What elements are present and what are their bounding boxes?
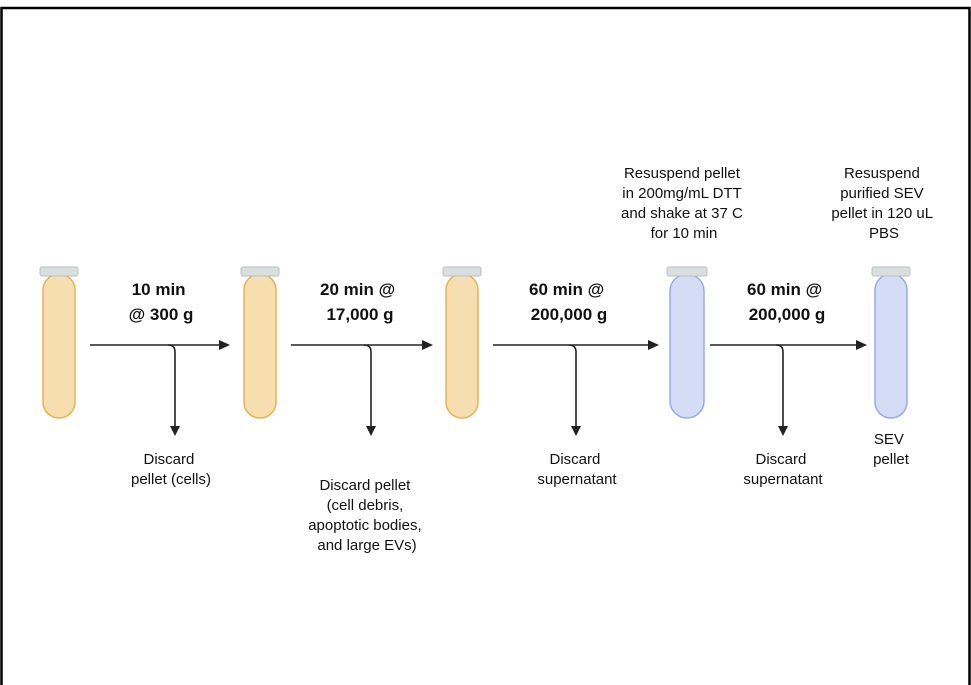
discard-arrow bbox=[568, 344, 577, 428]
step-4-discard-label: Discard supernatant bbox=[743, 451, 823, 488]
arrowhead bbox=[170, 426, 180, 436]
tube-cap bbox=[240, 266, 280, 277]
tube-cap bbox=[666, 266, 708, 277]
arrowhead bbox=[366, 426, 376, 436]
step-3-label: 60 min @ 200,000 g bbox=[529, 280, 609, 324]
tube-4 bbox=[666, 266, 708, 419]
test-tube-icon bbox=[42, 273, 76, 419]
arrowhead bbox=[219, 340, 230, 350]
discard-arrow bbox=[775, 344, 784, 428]
figure-frame bbox=[0, 6, 971, 685]
tube-cap bbox=[442, 266, 482, 277]
test-tube-icon bbox=[445, 273, 479, 419]
note-resuspend-dtt: Resuspend pellet in 200mg/mL DTT and sha… bbox=[621, 165, 747, 242]
test-tube-icon bbox=[874, 273, 908, 419]
step-1-label: 10 min @ 300 g bbox=[129, 280, 194, 324]
step-4-label: 60 min @ 200,000 g bbox=[747, 280, 827, 324]
arrowhead bbox=[422, 340, 433, 350]
arrowhead bbox=[856, 340, 867, 350]
tube-cap bbox=[871, 266, 911, 277]
step-3-arrows bbox=[493, 344, 655, 428]
discard-arrow bbox=[167, 344, 176, 428]
step-1-arrows bbox=[90, 344, 228, 428]
step-2-discard-label: Discard pellet (cell debris, apoptotic b… bbox=[308, 477, 426, 554]
note-resuspend-pbs: Resuspend purified SEV pellet in 120 uL … bbox=[831, 165, 936, 242]
test-tube-icon bbox=[669, 273, 705, 419]
step-4-arrows bbox=[710, 344, 862, 428]
tube-2 bbox=[240, 266, 280, 419]
arrowhead bbox=[648, 340, 659, 350]
arrowhead bbox=[778, 426, 788, 436]
step-3-discard-label: Discard supernatant bbox=[537, 451, 617, 488]
tube-1 bbox=[39, 266, 79, 419]
sev-pellet-label: SEV pellet bbox=[873, 431, 910, 468]
tube-cap bbox=[39, 266, 79, 277]
tube-5 bbox=[871, 266, 911, 419]
step-2-label: 20 min @ 17,000 g bbox=[320, 280, 400, 324]
step-2-arrows bbox=[291, 344, 431, 428]
step-1-discard-label: Discard pellet (cells) bbox=[131, 451, 211, 488]
discard-arrow bbox=[363, 344, 372, 428]
test-tube-icon bbox=[243, 273, 277, 419]
arrowhead bbox=[571, 426, 581, 436]
tube-3 bbox=[442, 266, 482, 419]
